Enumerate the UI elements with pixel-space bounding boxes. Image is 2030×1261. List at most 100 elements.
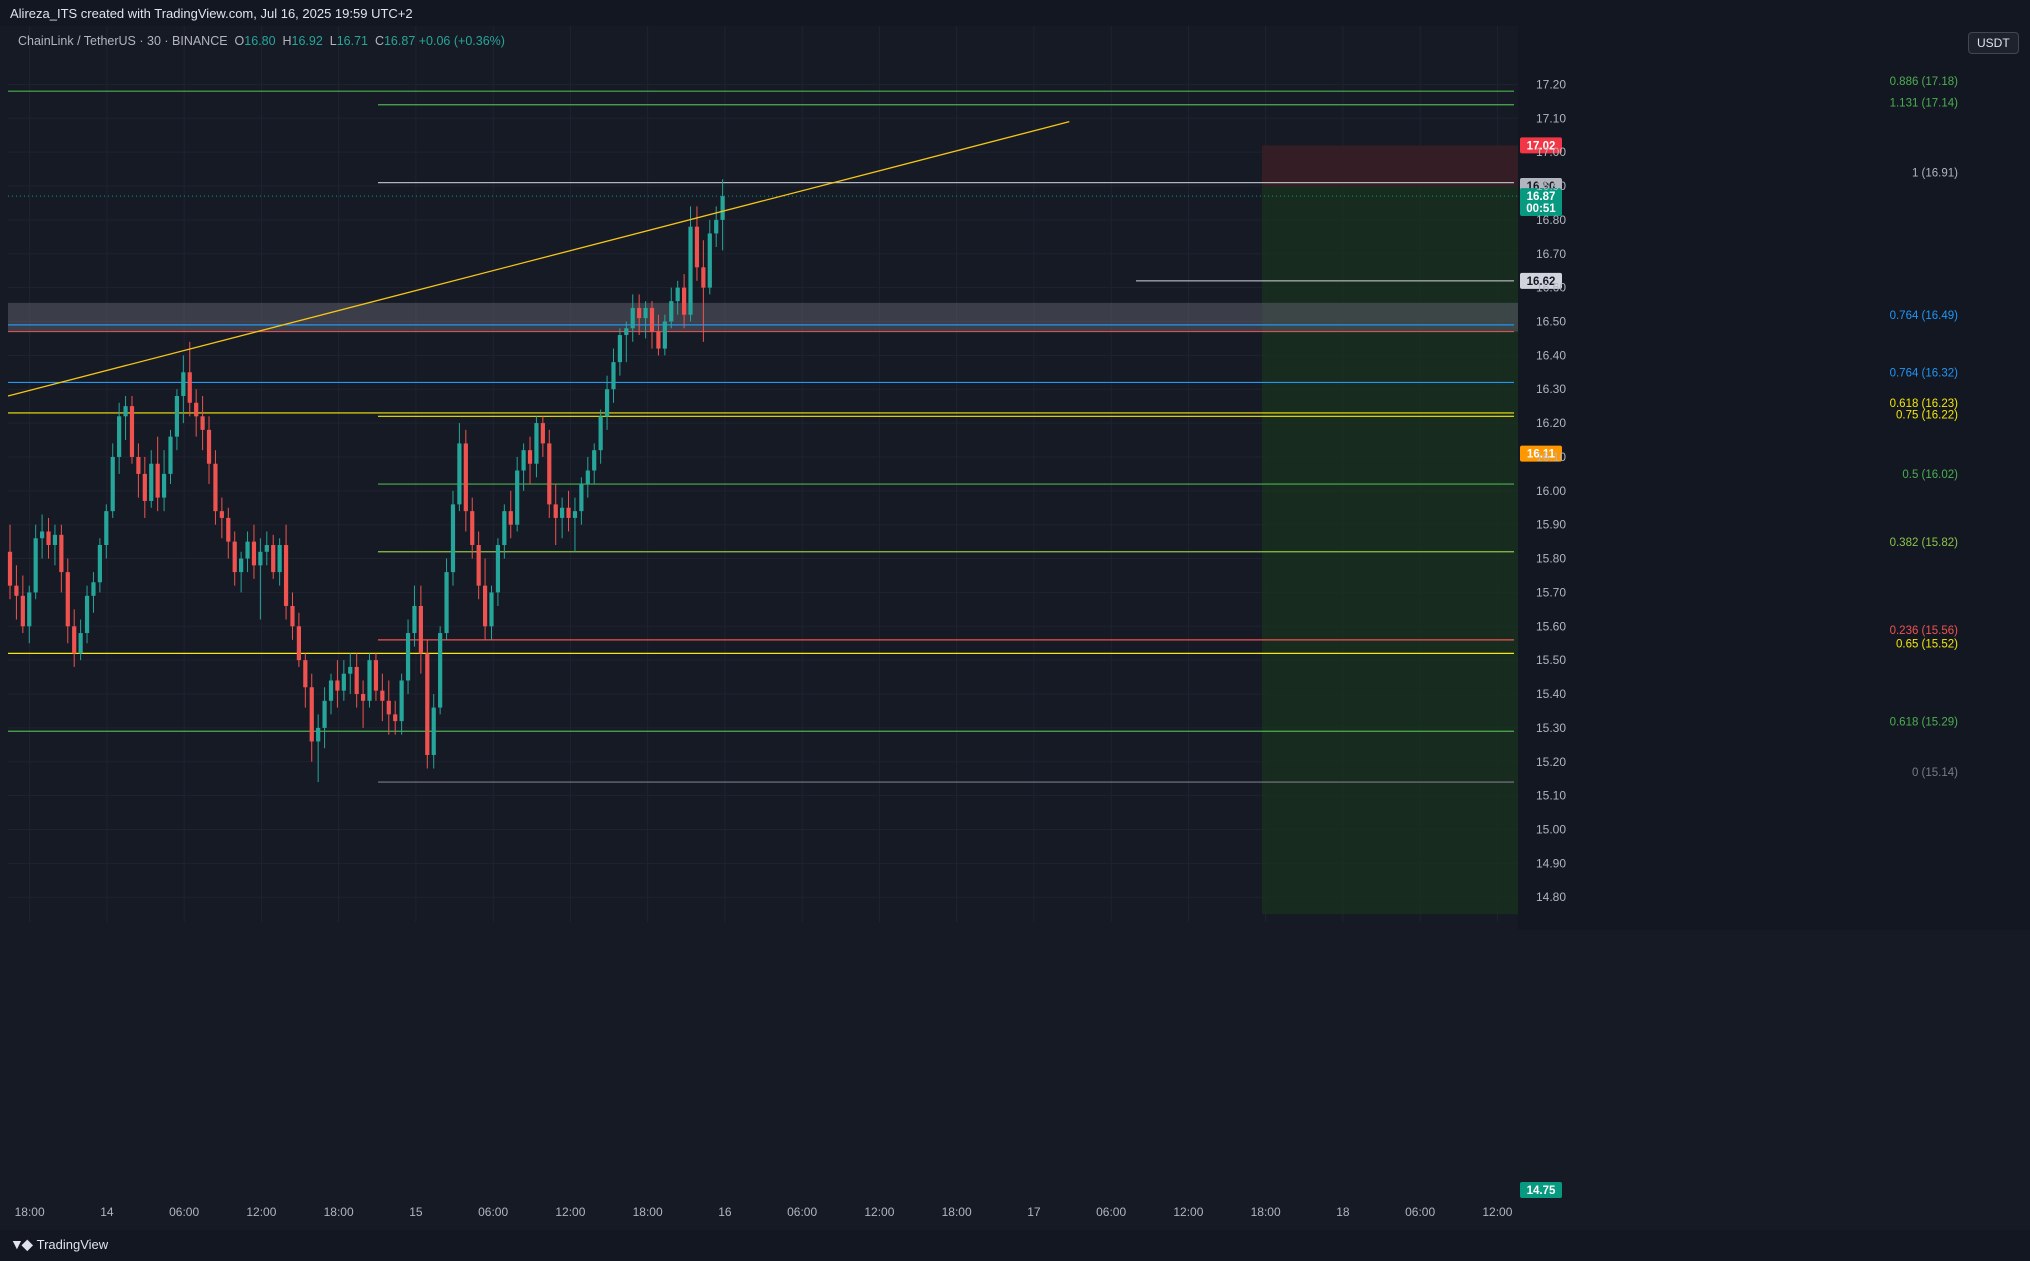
y-tick-label: 16.20 [1536,416,1566,430]
candle-body [694,226,700,268]
candle-body [155,463,160,498]
y-tick-label: 16.80 [1536,213,1566,227]
candle-body [431,707,436,755]
grid [0,26,2030,930]
fib-label: 0.764 (16.49) [1890,310,1959,322]
candle-body [515,470,520,525]
candle-body [149,463,154,501]
candle-body [604,389,610,417]
candle-body [117,416,122,457]
y-tick-label: 17.00 [1536,145,1566,159]
resistance-zone [8,302,1518,332]
x-tick-label: 06:00 [787,1205,817,1219]
brand-name: TradingView [36,1237,109,1252]
x-tick-label: 18:00 [633,1205,663,1219]
candle-body [701,267,706,288]
currency-button[interactable]: USDT [1968,32,2019,54]
fib-label: 0.618 (16.23) [1890,398,1959,410]
change-value: +0.06 (+0.36%) [418,34,505,48]
candle-body [393,714,398,722]
price-label-box [1520,272,1562,289]
x-tick-label: 12:00 [246,1205,276,1219]
y-tick-label: 15.50 [1536,653,1566,667]
candle-body [97,545,102,583]
fib-label: 0.5 (16.02) [1902,469,1958,481]
tradingview-logo[interactable]: ▼◆ TradingView [10,1236,108,1253]
candle-body [309,687,314,742]
candle-body [476,545,481,586]
candle-body [104,511,109,546]
y-tick-label: 16.40 [1536,348,1566,362]
x-tick-label: 06:00 [478,1205,508,1219]
x-tick-label: 18:00 [15,1205,45,1219]
candle-body [643,307,648,319]
candle-body [129,406,135,457]
candle-body [682,287,687,315]
candle-body [572,511,578,518]
candle-body [72,626,77,654]
price-label-text: 16.62 [1527,276,1556,288]
y-tick-label: 16.90 [1536,179,1566,193]
candles [7,179,725,783]
candle-body [335,680,340,691]
candle-body [649,307,655,332]
candle-body [553,504,558,518]
candle-body [283,545,289,606]
candle-body [328,680,334,701]
fib-levels: 0.886 (17.18) 1.131 (17.14) 1 (16.91) 0.764… [8,76,1959,783]
open-value: 16.80 [244,34,276,48]
y-tick-label: 15.30 [1536,721,1566,735]
candle-body [226,517,231,542]
candle-body [258,551,263,566]
candle-body [91,582,96,596]
fib-label: 0.382 (15.82) [1890,537,1959,549]
candle-body [688,226,693,315]
candle-body [534,423,539,464]
candle-body [399,680,404,722]
candle-body [168,436,173,474]
candle-body [20,595,25,627]
symbol-name[interactable]: ChainLink / TetherUS · 30 · BINANCE [18,34,228,48]
candle-body [194,402,199,417]
candle-body [714,219,719,234]
x-tick-label: 06:00 [169,1205,199,1219]
price-axis-background [1518,26,2030,930]
x-tick-label: 15 [409,1205,423,1219]
candle-body [354,666,359,695]
candle-body [662,321,667,349]
x-tick-label: 16 [718,1205,732,1219]
candle-body [213,463,218,512]
candle-body [579,484,584,512]
candle-body [611,362,616,390]
candle-body [271,545,276,573]
y-tick-label: 15.00 [1536,822,1566,836]
candle-body [444,572,449,634]
candle-body [110,456,115,512]
candle-body [617,335,622,363]
low-value: 16.71 [336,34,368,48]
low-label: L [329,34,337,48]
fib-label: 0.75 (16.22) [1896,409,1958,421]
x-tick-label: 17 [1027,1205,1041,1219]
fib-label: 0.618 (15.29) [1890,716,1959,728]
trendline [7,121,1070,397]
fib-label: 1 (16.91) [1912,168,1958,180]
candle-body [624,328,629,336]
y-tick-label: 17.10 [1536,111,1566,125]
candle-body [547,443,552,505]
candle-body [675,287,680,302]
open-label: O [234,34,245,48]
fib-label: 0.764 (16.32) [1890,367,1959,379]
candle-body [59,534,64,573]
candle-body [322,700,327,728]
take-profit-zone [1262,186,1518,915]
candle-body [187,372,192,403]
x-tick-label: 06:00 [1405,1205,1435,1219]
candle-body [46,531,51,546]
candle-body [450,504,456,573]
x-tick-label: 18 [1336,1205,1350,1219]
footer-bar [0,1230,2030,1261]
y-tick-label: 16.00 [1536,484,1566,498]
candle-body [502,511,507,546]
